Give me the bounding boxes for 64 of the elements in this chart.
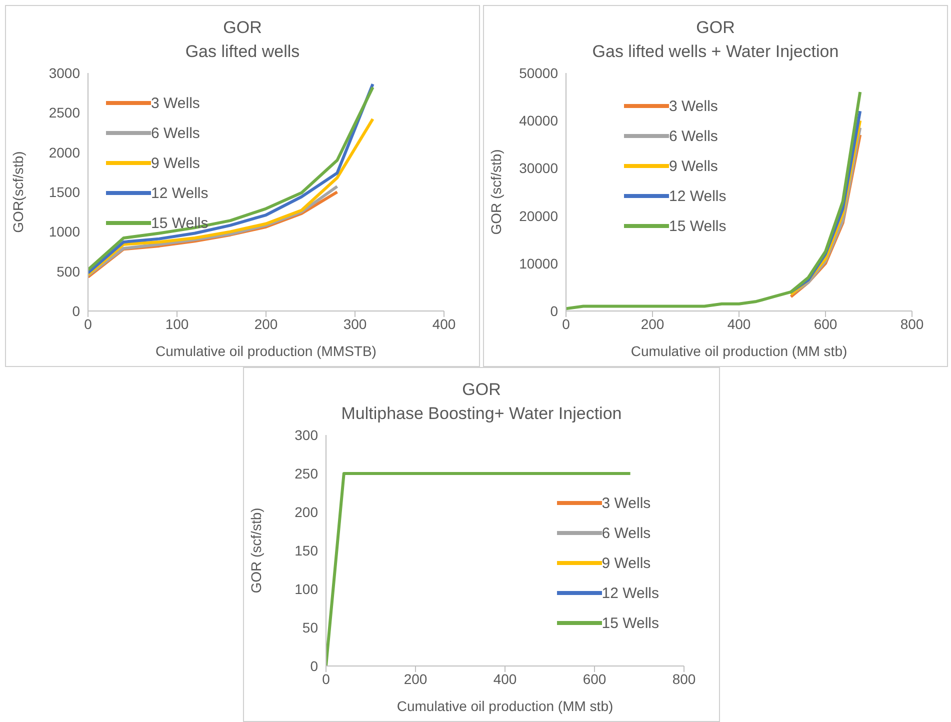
x-tick-label: 400 <box>493 670 517 687</box>
x-tick-label: 200 <box>640 316 664 332</box>
y-axis-title: GOR (scf/stb) <box>248 508 264 594</box>
legend-label: 3 Wells <box>602 494 651 512</box>
legend-label: 12 Wells <box>602 584 659 602</box>
x-tick-label: 200 <box>254 316 278 332</box>
chart-subtitle: Gas lifted wells <box>184 41 301 63</box>
y-tick-label: 1500 <box>48 184 80 200</box>
x-tick-label: 0 <box>562 316 570 332</box>
chart-title: GOR <box>222 17 263 39</box>
y-tick-label: 50000 <box>519 64 558 81</box>
line-series <box>566 90 862 310</box>
legend-label: 15 Wells <box>602 614 659 632</box>
y-tick-label: 300 <box>294 426 318 443</box>
x-tick-label: 300 <box>343 316 367 332</box>
x-tick-label: 400 <box>727 316 751 332</box>
y-tick-label: 500 <box>56 263 80 280</box>
x-axis-title: Cumulative oil production (MMSTB) <box>156 343 376 359</box>
x-axis-title: Cumulative oil production (MM stb) <box>630 343 848 359</box>
chart-title: GOR <box>695 17 736 39</box>
y-axis-title: GOR(scf/stb) <box>10 151 26 233</box>
legend-label: 9 Wells <box>151 154 200 172</box>
y-tick-label: 200 <box>294 504 318 520</box>
legend-label: 6 Wells <box>602 524 651 542</box>
legend-label: 6 Wells <box>151 124 200 142</box>
x-tick-label: 800 <box>672 670 696 687</box>
chart-subtitle: Multiphase Boosting+ Water Injection <box>340 403 623 425</box>
chart-subtitle: Gas lifted wells + Water Injection <box>591 41 840 63</box>
x-tick-label: 600 <box>582 670 606 687</box>
legend-label: 15 Wells <box>669 218 726 234</box>
x-tick-label: 600 <box>814 316 838 332</box>
chart-title: GOR <box>461 379 502 401</box>
y-tick-label: 2000 <box>48 144 80 160</box>
x-tick-label: 0 <box>322 670 330 687</box>
x-axis-title: Cumulative oil production (MM stb) <box>396 698 614 714</box>
x-tick-label: 0 <box>84 316 92 332</box>
y-tick-label: 2500 <box>48 104 80 121</box>
y-tick-label: 40000 <box>519 112 558 129</box>
y-tick-label: 250 <box>294 465 318 482</box>
line-series <box>88 118 374 276</box>
legend-label: 12 Wells <box>669 188 726 204</box>
legend-label: 9 Wells <box>669 158 718 174</box>
y-tick-label: 0 <box>72 302 80 319</box>
legend-label: 12 Wells <box>151 184 208 202</box>
x-tick-label: 200 <box>404 670 428 687</box>
y-tick-label: 30000 <box>519 160 558 176</box>
y-tick-label: 1000 <box>48 224 80 240</box>
y-tick-label: 3000 <box>48 64 80 81</box>
legend-label: 15 Wells <box>151 214 208 232</box>
x-tick-label: 800 <box>900 316 924 332</box>
y-tick-label: 150 <box>294 542 318 558</box>
legend-label: 3 Wells <box>151 94 200 112</box>
y-axis-title: GOR (scf/stb) <box>488 149 504 235</box>
x-tick-label: 100 <box>165 316 189 332</box>
y-tick-label: 20000 <box>519 208 558 224</box>
x-tick-label: 400 <box>432 316 456 332</box>
legend-label: 3 Wells <box>669 98 718 114</box>
y-tick-label: 10000 <box>519 255 558 272</box>
y-tick-label: 100 <box>294 580 318 597</box>
y-tick-label: 0 <box>310 658 318 674</box>
legend-label: 9 Wells <box>602 554 651 572</box>
y-tick-label: 0 <box>550 302 558 319</box>
legend-label: 6 Wells <box>669 128 718 144</box>
y-tick-label: 50 <box>302 619 318 636</box>
